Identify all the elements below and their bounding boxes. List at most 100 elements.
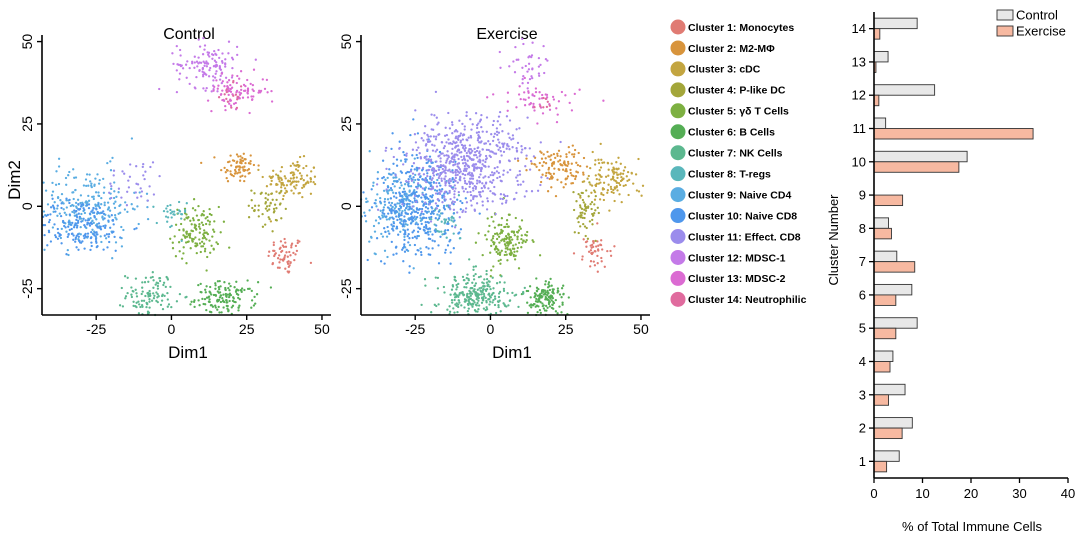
data-point: [118, 304, 122, 307]
data-point: [514, 293, 518, 296]
data-point: [252, 209, 256, 212]
legend-label: Cluster 13: MDSC-2: [688, 273, 786, 285]
data-point: [94, 177, 97, 180]
data-point: [208, 207, 211, 211]
data-point: [492, 119, 495, 123]
data-point: [74, 240, 77, 243]
data-point: [591, 150, 594, 154]
data-point: [85, 200, 88, 203]
data-point: [115, 218, 118, 221]
data-point: [91, 228, 94, 231]
data-point: [542, 44, 545, 48]
data-point: [110, 187, 113, 191]
data-point: [69, 223, 72, 226]
bar-x-axis-label: % of Total Immune Cells: [902, 519, 1042, 534]
data-point: [540, 151, 543, 154]
data-point: [75, 206, 78, 209]
data-point: [148, 185, 151, 188]
data-point: [424, 193, 428, 196]
data-point: [427, 158, 430, 161]
data-point: [166, 305, 169, 308]
data-point: [259, 89, 263, 93]
data-point: [246, 279, 249, 282]
data-point: [406, 205, 409, 208]
data-point: [425, 196, 429, 199]
data-point: [544, 162, 548, 165]
data-point: [92, 211, 96, 214]
data-point: [305, 181, 308, 185]
data-point: [508, 65, 511, 68]
data-point: [392, 253, 395, 256]
data-point: [589, 183, 592, 186]
data-point: [239, 85, 243, 88]
data-point: [253, 204, 257, 207]
data-point: [403, 202, 406, 205]
data-point: [454, 171, 457, 174]
data-point: [493, 166, 496, 170]
data-point: [272, 169, 275, 172]
data-point: [300, 177, 303, 180]
data-point: [237, 306, 240, 309]
data-point: [478, 212, 481, 215]
data-point: [407, 194, 410, 197]
data-point: [54, 183, 58, 186]
data-point: [130, 286, 133, 289]
data-point: [432, 135, 436, 138]
data-point: [386, 198, 390, 201]
data-point: [77, 202, 80, 206]
data-point: [464, 146, 467, 150]
data-point: [397, 207, 400, 211]
data-point: [374, 219, 378, 222]
data-point: [451, 178, 454, 181]
data-point: [500, 180, 503, 183]
data-point: [154, 283, 157, 286]
data-point: [171, 52, 174, 55]
data-point: [550, 164, 554, 167]
data-point: [140, 195, 143, 198]
data-point: [499, 123, 502, 126]
data-point: [402, 204, 405, 207]
data-point: [502, 145, 505, 149]
data-point: [571, 144, 574, 147]
data-point: [635, 189, 639, 192]
data-point: [429, 135, 432, 138]
data-point: [240, 88, 243, 92]
data-point: [204, 247, 207, 251]
data-point: [424, 221, 427, 224]
data-point: [390, 240, 393, 244]
data-point: [114, 241, 118, 244]
data-point: [94, 237, 98, 241]
data-point: [504, 247, 507, 250]
data-point: [550, 174, 553, 178]
data-point: [447, 181, 450, 184]
data-point: [548, 155, 551, 158]
data-point: [403, 153, 406, 157]
data-point: [403, 215, 406, 218]
data-point: [224, 171, 227, 174]
data-point: [504, 244, 507, 247]
data-point: [476, 166, 479, 169]
data-point: [448, 310, 452, 313]
data-point: [547, 292, 550, 295]
data-point: [211, 235, 214, 238]
data-point: [263, 87, 267, 91]
data-point: [453, 158, 456, 162]
data-point: [483, 184, 486, 187]
data-point: [90, 210, 93, 213]
data-point: [227, 295, 231, 299]
data-point: [420, 137, 423, 140]
data-point: [192, 198, 196, 201]
data-point: [490, 215, 493, 219]
data-point: [506, 292, 509, 295]
data-point: [87, 206, 91, 210]
data-point: [376, 208, 380, 211]
data-point: [539, 63, 542, 67]
data-point: [390, 201, 394, 205]
data-point: [493, 185, 496, 189]
data-point: [394, 203, 397, 206]
data-point: [407, 241, 410, 244]
data-point: [443, 154, 446, 157]
data-point: [540, 157, 544, 160]
data-point: [555, 120, 559, 124]
data-point: [395, 164, 399, 167]
